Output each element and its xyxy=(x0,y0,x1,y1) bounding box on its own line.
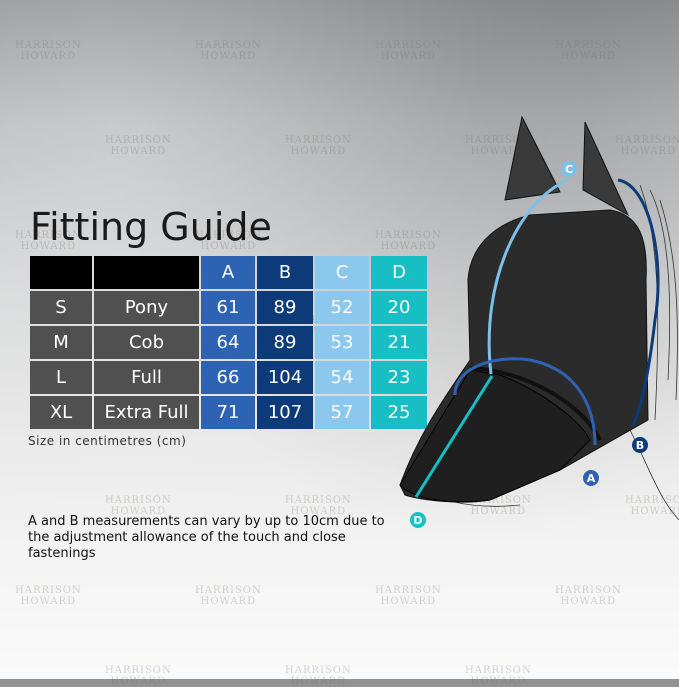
a-cell: 61 xyxy=(201,291,255,324)
c-cell: 53 xyxy=(315,326,369,359)
measurement-note: A and B measurements can vary by up to 1… xyxy=(28,514,385,561)
page-title: Fitting Guide xyxy=(30,205,272,250)
table-header-row: A B C D xyxy=(30,256,427,289)
size-table: A B C D S Pony 61 89 52 20 M Cob 64 89 5… xyxy=(28,254,429,431)
c-cell: 54 xyxy=(315,361,369,394)
label-a: A xyxy=(587,472,596,485)
marker-b xyxy=(632,437,648,453)
d-cell: 25 xyxy=(371,396,427,429)
size-cell: L xyxy=(30,361,92,394)
header-d: D xyxy=(371,256,427,289)
label-c: C xyxy=(565,163,573,176)
name-cell: Pony xyxy=(94,291,199,324)
b-cell: 104 xyxy=(257,361,313,394)
name-cell: Full xyxy=(94,361,199,394)
name-cell: Extra Full xyxy=(94,396,199,429)
size-cell: M xyxy=(30,326,92,359)
table-row: M Cob 64 89 53 21 xyxy=(30,326,427,359)
b-cell: 107 xyxy=(257,396,313,429)
table-row: L Full 66 104 54 23 xyxy=(30,361,427,394)
marker-a xyxy=(583,470,599,486)
arrow-b xyxy=(617,178,660,426)
a-cell: 71 xyxy=(201,396,255,429)
header-a: A xyxy=(201,256,255,289)
marker-d xyxy=(410,512,426,528)
header-b: B xyxy=(257,256,313,289)
d-cell: 23 xyxy=(371,361,427,394)
b-cell: 89 xyxy=(257,291,313,324)
d-cell: 21 xyxy=(371,326,427,359)
size-cell: S xyxy=(30,291,92,324)
label-d: D xyxy=(413,514,422,527)
units-caption: Size in centimetres (cm) xyxy=(28,434,187,448)
size-cell: XL xyxy=(30,396,92,429)
header-c: C xyxy=(315,256,369,289)
table-row: S Pony 61 89 52 20 xyxy=(30,291,427,324)
c-cell: 52 xyxy=(315,291,369,324)
label-b: B xyxy=(636,439,644,452)
a-cell: 66 xyxy=(201,361,255,394)
a-cell: 64 xyxy=(201,326,255,359)
b-cell: 89 xyxy=(257,326,313,359)
header-cell xyxy=(30,256,92,289)
fly-mask xyxy=(399,115,649,503)
name-cell: Cob xyxy=(94,326,199,359)
c-cell: 57 xyxy=(315,396,369,429)
measurement-arrows xyxy=(414,178,660,498)
arrow-a xyxy=(453,357,597,446)
arrow-d xyxy=(414,375,494,498)
marker-c xyxy=(561,161,577,177)
table-row: XL Extra Full 71 107 57 25 xyxy=(30,396,427,429)
header-cell xyxy=(94,256,199,289)
arrow-c xyxy=(487,178,569,375)
d-cell: 20 xyxy=(371,291,427,324)
